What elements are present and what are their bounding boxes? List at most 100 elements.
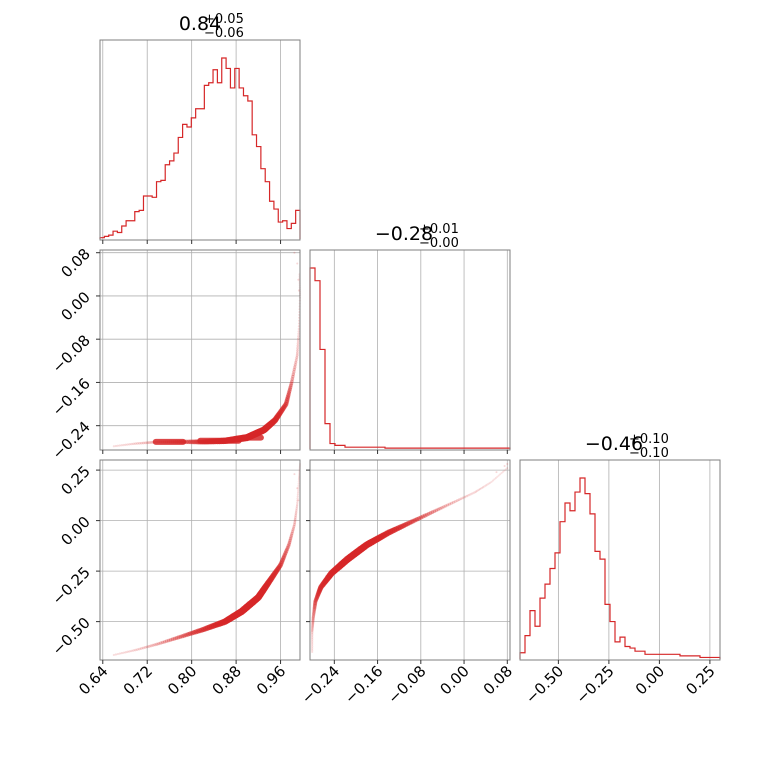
- scatter-point-p2-vs-p3-132: [465, 494, 468, 498]
- p1-vs-p3-xtick-label-3: 0.88: [209, 662, 245, 698]
- scatter-point-p2-vs-p3-115: [432, 509, 437, 514]
- p3-hist-xtick-label-2: 0.00: [632, 662, 668, 698]
- scatter-point-p1-vs-p3-7: [126, 650, 129, 654]
- panel-p1-vs-p2: −0.24−0.16−0.08 0.00 0.08: [49, 245, 302, 463]
- scatter-point-p1-vs-p2-119: [292, 367, 296, 372]
- scatter-point-p2-vs-p3-15: [311, 625, 314, 629]
- scatter-point-p1-vs-p2-18: [147, 441, 151, 444]
- scatter-point-p2-vs-p3-155: [500, 472, 503, 475]
- scatter-point-p2-vs-p3-16: [311, 624, 314, 628]
- scatter-point-p1-vs-p3-116: [288, 538, 292, 543]
- scatter-point-p1-vs-p3-137: [296, 501, 299, 505]
- scatter-dense-p1-vs-p2-2: [241, 434, 264, 441]
- scatter-point-p1-vs-p2-126: [295, 351, 299, 355]
- scatter-point-p1-vs-p3-140: [296, 495, 299, 498]
- scatter-point-p1-vs-p3-144: [297, 486, 300, 490]
- scatter-point-p1-vs-p3-28: [166, 638, 171, 643]
- scatter-point-p1-vs-p3-143: [297, 489, 300, 492]
- title-p2-median: −0.28: [375, 223, 433, 245]
- title-p1-minus: −0.06: [204, 26, 244, 41]
- scatter-point-p1-vs-p3-32: [174, 636, 179, 641]
- p3-hist-xtick-label-0: −0.50: [522, 662, 567, 707]
- scatter-point-p1-vs-p3-118: [289, 535, 293, 539]
- scatter-point-p1-vs-p3-136: [295, 503, 299, 507]
- scatter-point-p1-vs-p3-122: [291, 528, 295, 532]
- scatter-point-p1-vs-p2-4: [120, 444, 123, 447]
- scatter-point-p1-vs-p2-134: [297, 332, 300, 336]
- scatter-point-p2-vs-p3-154: [499, 473, 502, 476]
- panel-p2-vs-p3: −0.24−0.16−0.08 0.00 0.08: [298, 459, 516, 707]
- scatter-point-p1-vs-p2-118: [292, 370, 296, 374]
- p1-vs-p3-xtick-label-0: 0.64: [75, 662, 111, 698]
- scatter-p1-vs-p2: [112, 251, 302, 448]
- scatter-point-p1-vs-p3-132: [294, 510, 298, 514]
- ticks-p1-hist: [102, 240, 282, 244]
- ticks-p2-vs-p3: −0.24−0.16−0.08 0.00 0.08: [298, 469, 516, 707]
- scatter-point-p1-vs-p2-10: [132, 442, 135, 446]
- scatter-point-p1-vs-p3-15: [141, 646, 145, 650]
- scatter-point-p1-vs-p2-136: [297, 327, 301, 331]
- scatter-point-p1-vs-p3-2: [116, 652, 119, 656]
- scatter-point-p2-vs-p3-24: [311, 614, 316, 618]
- scatter-point-p2-vs-p3-110: [422, 513, 427, 518]
- scatter-point-p2-vs-p3-133: [467, 494, 470, 497]
- scatter-point-p1-vs-p2-124: [295, 356, 299, 360]
- histogram-p2: [309, 267, 511, 449]
- scatter-point-p2-vs-p3-139: [477, 488, 480, 492]
- scatter-point-p1-vs-p3-8: [128, 650, 131, 653]
- scatter-point-p1-vs-p3-11: [134, 648, 137, 652]
- scatter-point-p1-vs-p3-127: [293, 519, 297, 523]
- title-p2: −0.28: [375, 223, 433, 245]
- scatter-p1-vs-p3: [112, 463, 302, 657]
- scatter-point-p2-vs-p3-17: [311, 623, 315, 627]
- scatter-point-p2-vs-p3-111: [424, 512, 429, 517]
- scatter-point-p2-vs-p3-148: [490, 480, 493, 483]
- scatter-point-p2-vs-p3-112: [426, 511, 431, 516]
- scatter-sparse-p1-vs-p2-2: [297, 278, 300, 281]
- p1-vs-p2-ytick-label-0: −0.24: [49, 418, 94, 463]
- p3-hist-xtick-label-3: 0.25: [682, 662, 718, 698]
- scatter-point-p1-vs-p3-20: [151, 643, 155, 647]
- scatter-point-p2-vs-p3-19: [311, 620, 315, 624]
- scatter-point-p1-vs-p3-1: [114, 653, 117, 656]
- p1-vs-p2-ytick-label-2: −0.08: [49, 331, 94, 376]
- title-p3-plus: +0.10: [629, 432, 669, 447]
- title-p2-plus: +0.01: [419, 222, 459, 237]
- scatter-point-p1-vs-p2-115: [290, 377, 295, 381]
- p1-vs-p2-ytick-label-3: 0.00: [57, 288, 93, 324]
- scatter-point-p2-vs-p3-116: [434, 508, 438, 513]
- scatter-point-p1-vs-p2-16: [143, 441, 147, 445]
- scatter-sparse-p2-vs-p3-1: [503, 465, 506, 468]
- scatter-point-p1-vs-p3-0: [112, 653, 115, 657]
- scatter-point-p1-vs-p3-9: [130, 649, 133, 653]
- panel-p1-vs-p3: 0.64 0.72 0.80 0.88 0.96 −0.50 −0.25 0.00 0.25: [49, 459, 302, 698]
- scatter-point-p1-vs-p3-133: [295, 509, 298, 512]
- scatter-point-p2-vs-p3-114: [430, 510, 435, 514]
- p2-vs-p3-xtick-label-3: 0.00: [437, 662, 473, 698]
- scatter-point-p1-vs-p2-3: [118, 444, 121, 447]
- frame-p1-vs-p3: [99, 459, 301, 661]
- scatter-point-p2-vs-p3-120: [442, 505, 446, 509]
- scatter-point-p1-vs-p2-6: [124, 443, 127, 446]
- scatter-point-p1-vs-p2-132: [297, 337, 300, 340]
- scatter-point-p2-vs-p3-9: [310, 634, 314, 638]
- title-p1: 0.84: [179, 13, 221, 35]
- scatter-point-p1-vs-p2-128: [296, 346, 300, 350]
- scatter-point-p2-vs-p3-134: [469, 493, 472, 496]
- scatter-point-p1-vs-p3-123: [292, 526, 295, 530]
- ticks-p2-hist: [333, 450, 508, 454]
- scatter-point-p2-vs-p3-117: [436, 507, 440, 512]
- scatter-point-p2-vs-p3-131: [463, 495, 467, 499]
- scatter-point-p2-vs-p3-142: [481, 486, 485, 489]
- scatter-point-p2-vs-p3-10: [310, 632, 314, 636]
- frame-p2-vs-p3: [309, 459, 511, 661]
- scatter-point-p1-vs-p2-7: [126, 443, 129, 446]
- scatter-point-p2-vs-p3-156: [501, 470, 505, 473]
- scatter-point-p1-vs-p3-110: [284, 549, 289, 554]
- scatter-point-p1-vs-p3-22: [155, 642, 159, 646]
- scatter-point-p2-vs-p3-122: [446, 503, 450, 507]
- scatter-point-p1-vs-p2-135: [297, 330, 300, 333]
- scatter-point-p2-vs-p3-157: [503, 469, 506, 472]
- scatter-point-p1-vs-p3-129: [294, 516, 297, 519]
- scatter-point-p1-vs-p2-2: [116, 444, 119, 447]
